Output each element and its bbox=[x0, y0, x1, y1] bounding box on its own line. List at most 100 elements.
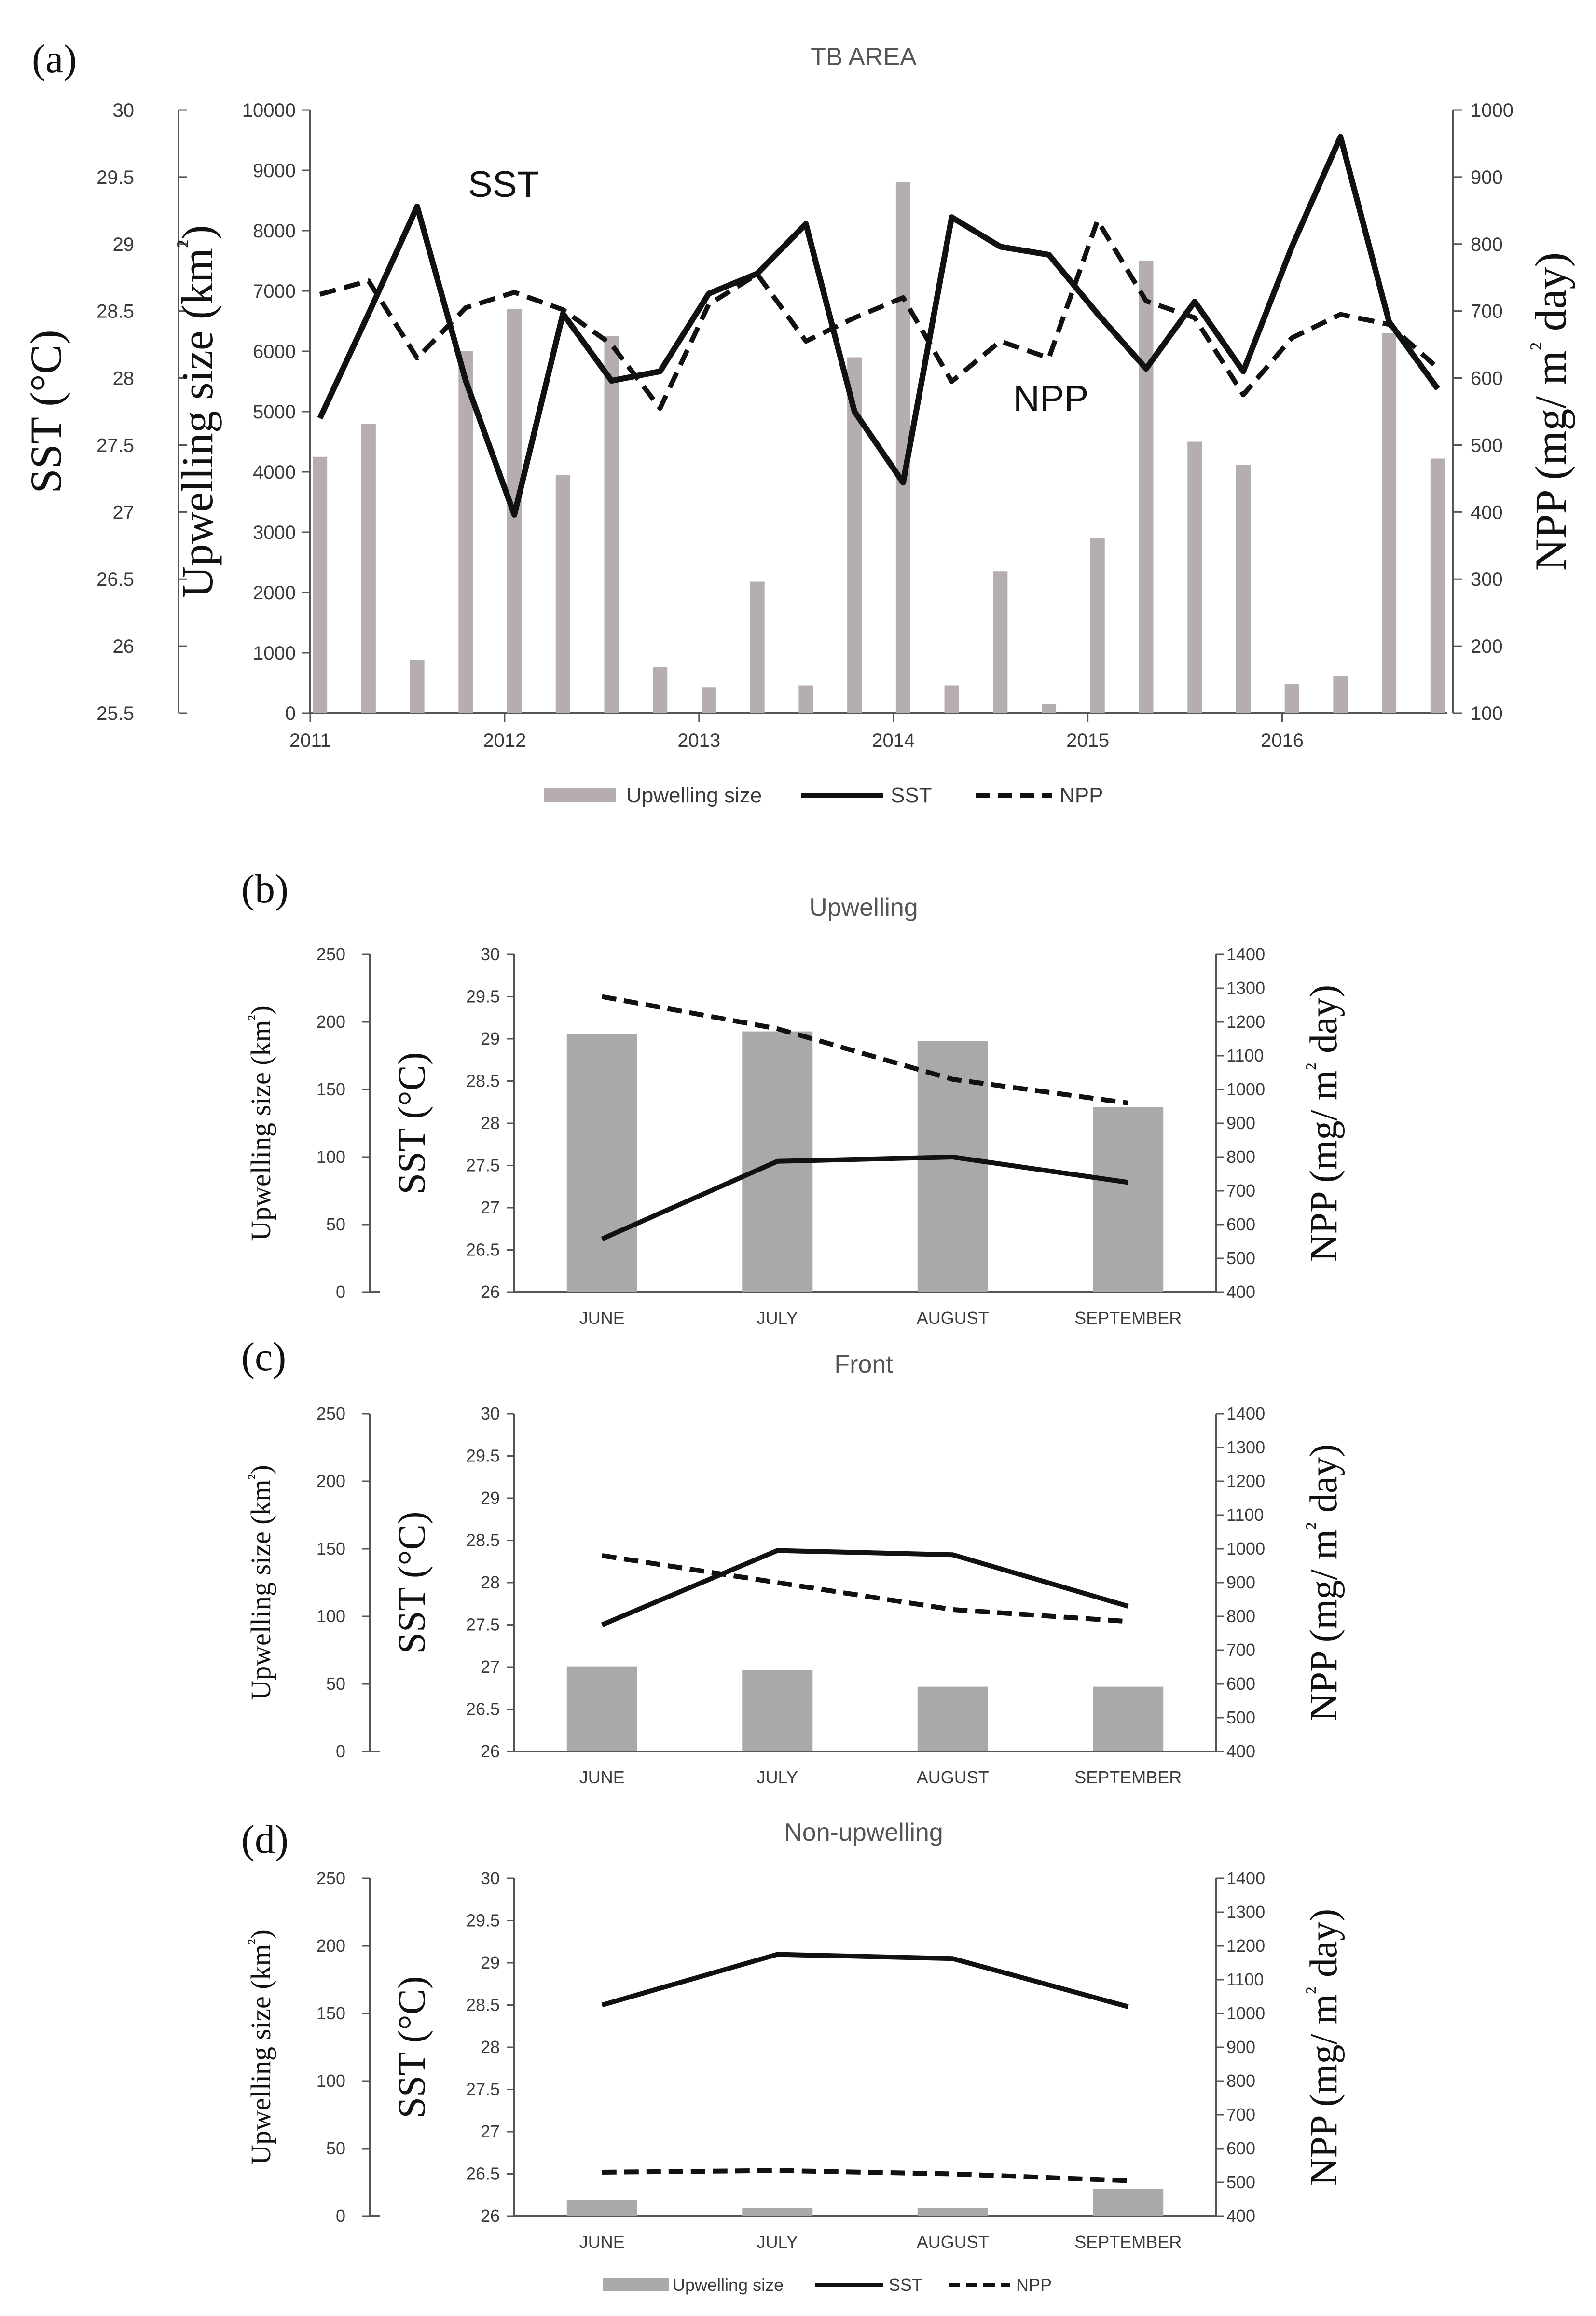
upwelling-tick-label: 100 bbox=[316, 2071, 345, 2091]
upwelling-bar bbox=[1187, 441, 1202, 713]
sst-tick-label: 26.5 bbox=[96, 569, 134, 590]
sst-tick-label: 27.5 bbox=[466, 2080, 500, 2099]
upwelling-bar bbox=[410, 660, 425, 713]
x-tick-label: AUGUST bbox=[917, 2232, 989, 2252]
npp-tick-label: 700 bbox=[1471, 301, 1503, 322]
npp-tick-label: 400 bbox=[1226, 1741, 1255, 1761]
sst-tick-label: 28 bbox=[481, 2037, 500, 2057]
upwelling-bar bbox=[1093, 1686, 1164, 1751]
upwelling-bar bbox=[1236, 465, 1251, 713]
legend-label-sst: SST bbox=[891, 784, 932, 807]
x-tick-label: JULY bbox=[757, 1767, 798, 1787]
x-tick-label: JUNE bbox=[579, 1767, 625, 1787]
upwelling-bar bbox=[750, 581, 765, 713]
upwelling-bar bbox=[1093, 1107, 1164, 1292]
npp-tick-label: 700 bbox=[1226, 2105, 1255, 2124]
npp-tick-label: 1000 bbox=[1226, 1539, 1265, 1558]
upwelling-bar bbox=[1090, 538, 1105, 713]
sst-tick-label: 27 bbox=[481, 1657, 500, 1677]
upwelling-tick-label: 50 bbox=[326, 1674, 345, 1694]
sst-axis-title: SST (°C) bbox=[391, 1976, 433, 2118]
sst-tick-label: 28 bbox=[481, 1113, 500, 1133]
upwelling-tick-label: 200 bbox=[316, 1471, 345, 1491]
legend-label-bar: Upwelling size bbox=[626, 784, 762, 807]
npp-line bbox=[602, 2168, 1128, 2183]
sst-tick-label: 26.5 bbox=[466, 1699, 500, 1719]
npp-tick-label: 700 bbox=[1226, 1640, 1255, 1660]
npp-tick-label: 1100 bbox=[1226, 1046, 1264, 1065]
legend-label-npp: NPP bbox=[1059, 784, 1103, 807]
sst-tick-label: 29 bbox=[481, 1953, 500, 1972]
chart-title: Front bbox=[834, 1351, 893, 1379]
npp-tick-label: 300 bbox=[1471, 569, 1503, 590]
sst-tick-label: 30 bbox=[481, 944, 500, 964]
upwelling-tick-label: 0 bbox=[285, 703, 296, 724]
npp-tick-label: 600 bbox=[1226, 1214, 1255, 1234]
panel-label: (c) bbox=[241, 1335, 286, 1379]
npp-tick-label: 1000 bbox=[1471, 100, 1513, 121]
upwelling-bar bbox=[313, 456, 328, 713]
legend-label-sst: SST bbox=[889, 2275, 922, 2295]
upwelling-bar bbox=[1333, 676, 1348, 713]
x-tick-label: AUGUST bbox=[917, 1767, 989, 1787]
sst-tick-label: 30 bbox=[481, 1868, 500, 1888]
sst-tick-label: 27.5 bbox=[96, 435, 134, 456]
npp-tick-label: 900 bbox=[1226, 1572, 1255, 1592]
x-tick-label: 2014 bbox=[872, 730, 915, 751]
upwelling-bar bbox=[1093, 2189, 1164, 2216]
npp-tick-label: 600 bbox=[1226, 2138, 1255, 2158]
npp-tick-label: 800 bbox=[1226, 2071, 1255, 2091]
sst-tick-label: 27.5 bbox=[466, 1615, 500, 1635]
upwelling-tick-label: 0 bbox=[336, 1282, 345, 1302]
upwelling-axis-title: Upwelling size (km²) bbox=[244, 1006, 276, 1241]
npp-tick-label: 600 bbox=[1226, 1674, 1255, 1694]
npp-tick-label: 1000 bbox=[1226, 1079, 1265, 1099]
sst-tick-label: 26 bbox=[481, 1741, 500, 1761]
npp-tick-label: 700 bbox=[1226, 1181, 1255, 1200]
upwelling-axis-title: Upwelling size (km²) bbox=[244, 1930, 276, 2165]
upwelling-tick-label: 150 bbox=[316, 2003, 345, 2023]
sst-tick-label: 28.5 bbox=[466, 1995, 500, 2015]
npp-axis-title: NPP (mg/ m² day) bbox=[1300, 1444, 1345, 1721]
upwelling-tick-label: 150 bbox=[316, 1079, 345, 1099]
x-tick-label: SEPTEMBER bbox=[1074, 1308, 1182, 1328]
npp-tick-label: 1200 bbox=[1226, 1936, 1265, 1956]
upwelling-tick-label: 50 bbox=[326, 1214, 345, 1234]
sst-tick-label: 30 bbox=[481, 1404, 500, 1423]
sst-tick-label: 28.5 bbox=[96, 301, 134, 322]
sst-tick-label: 29 bbox=[481, 1029, 500, 1048]
x-tick-label: JUNE bbox=[579, 2232, 625, 2252]
upwelling-bar bbox=[742, 2208, 813, 2216]
upwelling-tick-label: 1000 bbox=[253, 643, 296, 664]
x-tick-label: 2013 bbox=[677, 730, 720, 751]
sst-tick-label: 28.5 bbox=[466, 1071, 500, 1091]
npp-tick-label: 1400 bbox=[1226, 944, 1265, 964]
npp-tick-label: 1200 bbox=[1226, 1471, 1265, 1491]
panel-d: (d) Non-upwelling 0 50 100 150 200 250 26 26.5 27 2… bbox=[241, 1817, 1345, 2252]
npp-tick-label: 500 bbox=[1226, 1708, 1255, 1727]
panel-label: (b) bbox=[241, 867, 289, 911]
upwelling-tick-label: 5000 bbox=[253, 401, 296, 423]
upwelling-bar bbox=[653, 667, 668, 713]
upwelling-bar bbox=[742, 1670, 813, 1751]
sst-tick-label: 27 bbox=[481, 1198, 500, 1217]
npp-tick-label: 900 bbox=[1226, 1113, 1255, 1133]
upwelling-axis-title: Upwelling size (km²) bbox=[171, 225, 222, 598]
upwelling-bar bbox=[1382, 333, 1397, 713]
npp-line bbox=[319, 218, 1440, 411]
legend-bottom: Upwelling size SST NPP bbox=[603, 2275, 1052, 2295]
upwelling-bar bbox=[361, 424, 376, 713]
npp-axis-title: NPP (mg/ m² day) bbox=[1525, 252, 1575, 571]
sst-tick-label: 28 bbox=[113, 368, 135, 389]
npp-tick-label: 600 bbox=[1471, 368, 1503, 389]
sst-tick-label: 26.5 bbox=[466, 2164, 500, 2184]
upwelling-bar bbox=[566, 1666, 637, 1751]
npp-tick-label: 1400 bbox=[1226, 1404, 1265, 1423]
npp-tick-label: 800 bbox=[1471, 234, 1503, 255]
upwelling-bar bbox=[604, 336, 619, 713]
npp-tick-label: 500 bbox=[1471, 435, 1503, 456]
sst-tick-label: 29 bbox=[481, 1488, 500, 1508]
npp-axis-title: NPP (mg/ m² day) bbox=[1300, 985, 1345, 1262]
legend-label-npp: NPP bbox=[1016, 2275, 1052, 2295]
npp-tick-label: 1400 bbox=[1226, 1868, 1265, 1888]
